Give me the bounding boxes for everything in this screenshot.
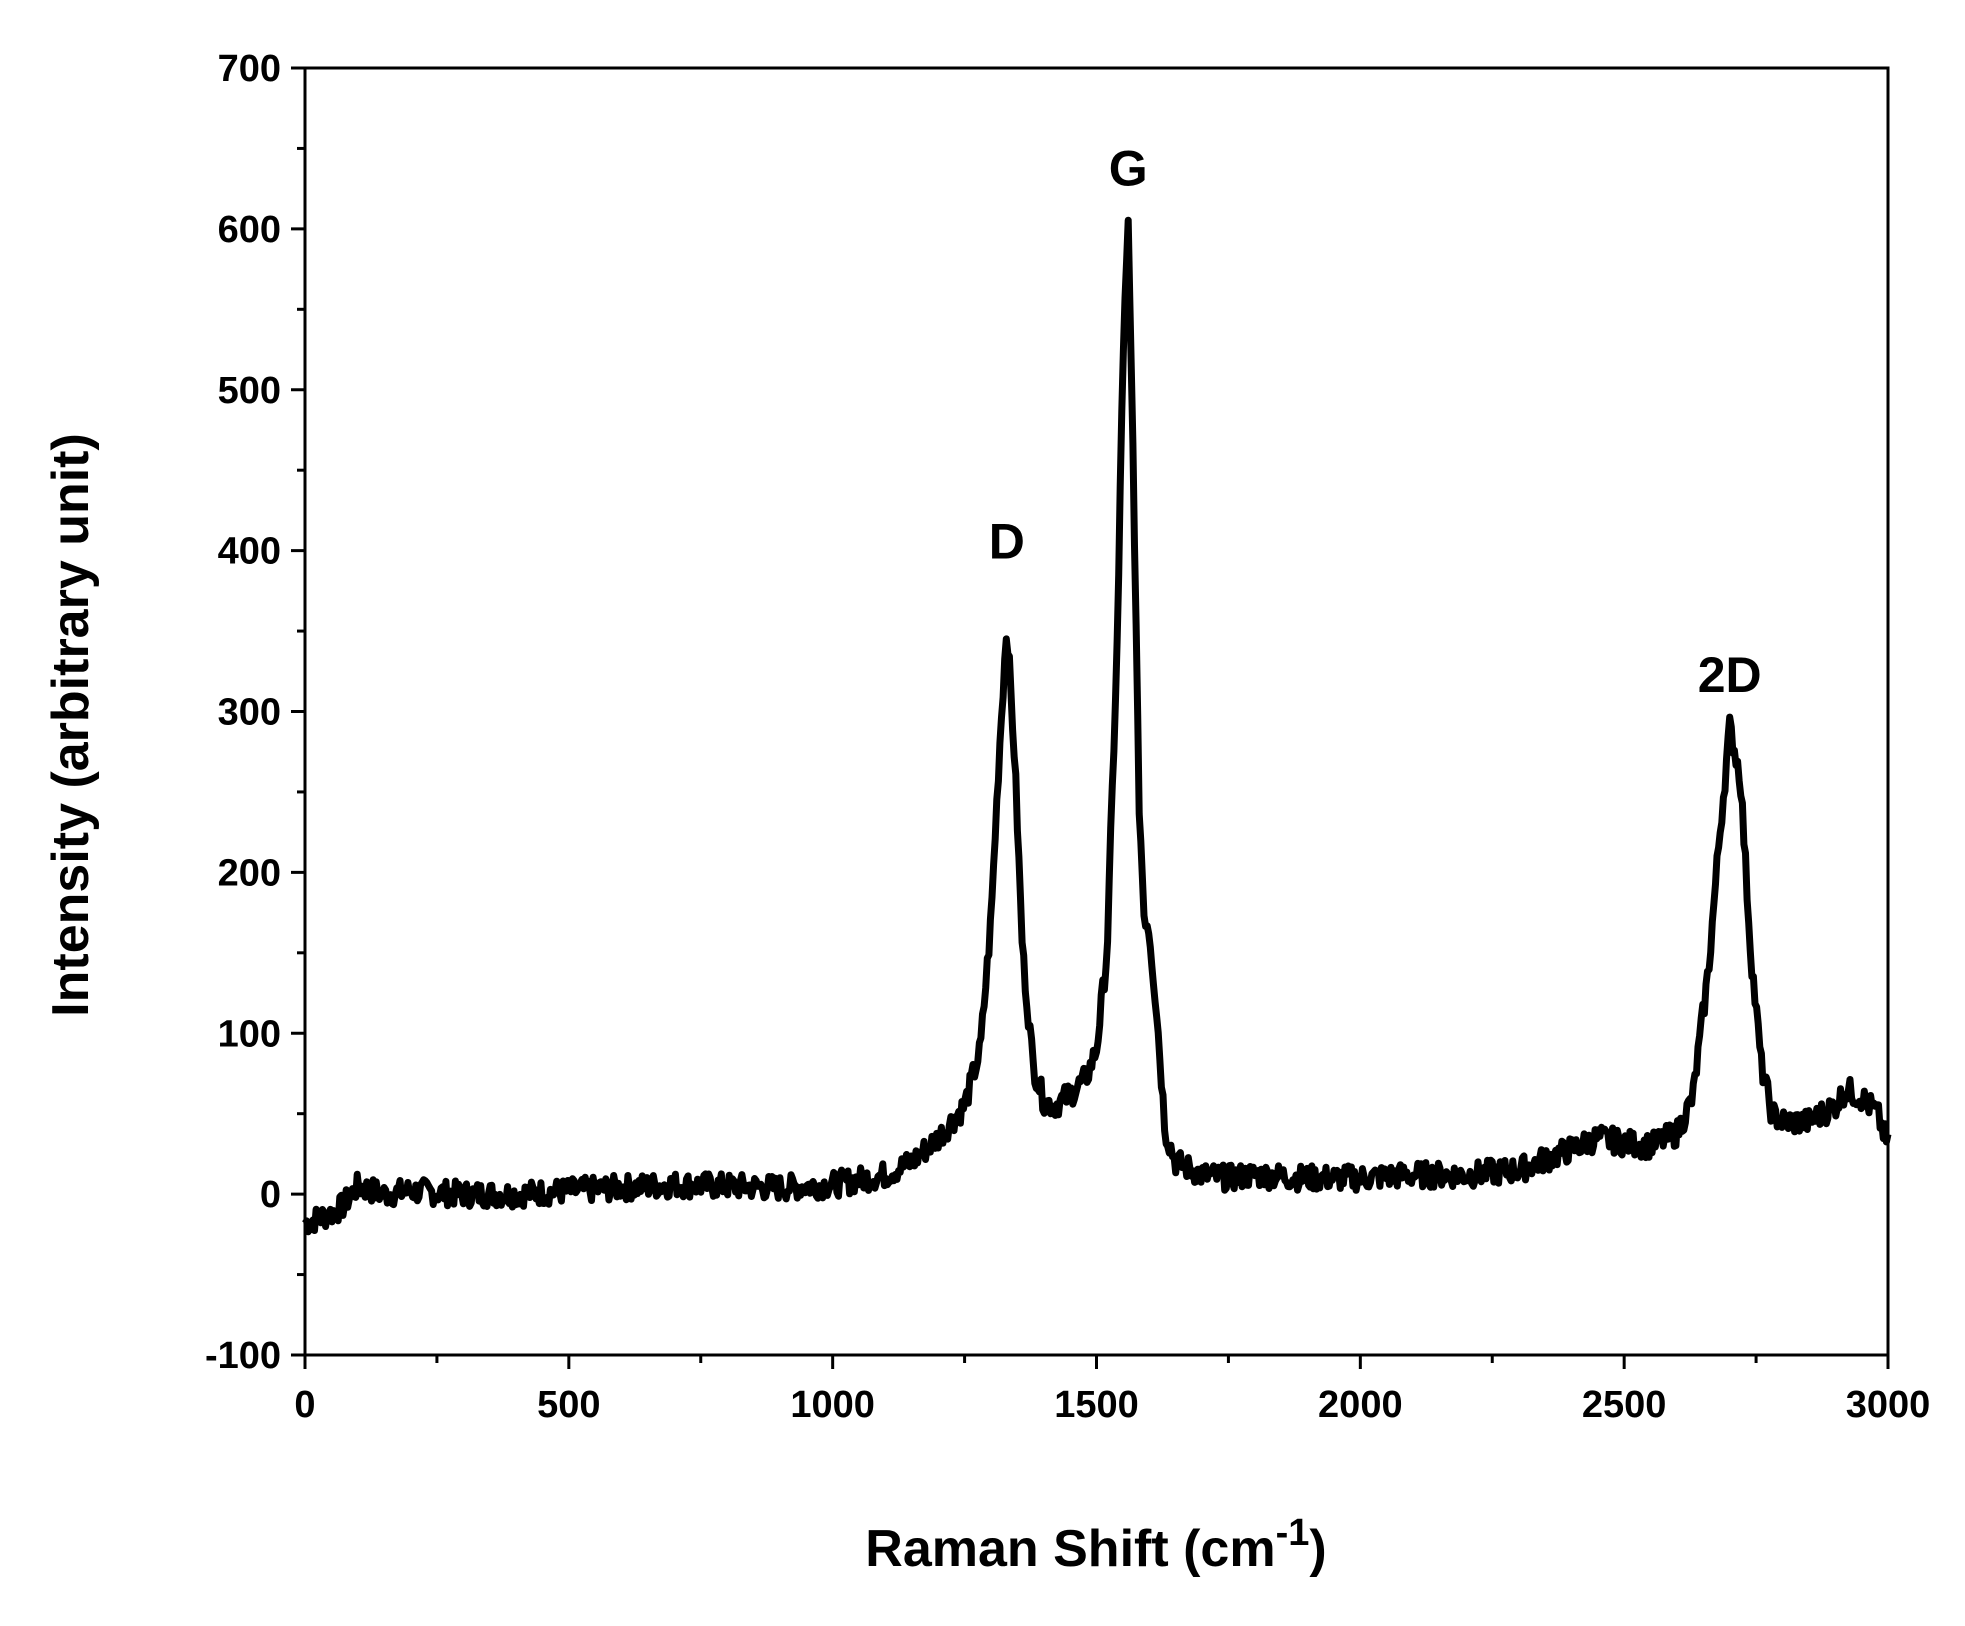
peak-label-2d: 2D [1698,647,1762,703]
y-tick-label: -100 [205,1335,281,1377]
x-tick-label: 1000 [790,1384,875,1426]
y-axis-title: Intensity (arbitrary unit) [42,433,100,1017]
y-tick-label: 400 [218,531,281,573]
y-tick-label: 200 [218,852,281,894]
spectrum-line [302,216,1892,1236]
y-tick-label: 300 [218,692,281,734]
peak-label-g: G [1109,140,1148,196]
y-axis-ticks: -100 0 100 200 300 400 500 600 700 [205,48,305,1377]
x-tick-label: 0 [294,1384,315,1426]
x-axis-ticks: 0 500 1000 1500 2000 2500 3000 [294,1355,1930,1426]
y-tick-label: 500 [218,370,281,412]
x-axis-title: Raman Shift (cm-1) [865,1512,1326,1578]
y-tick-label: 100 [218,1013,281,1055]
x-tick-label: 1500 [1054,1384,1139,1426]
peak-label-d: D [989,514,1025,570]
x-tick-label: 3000 [1846,1384,1931,1426]
x-tick-label: 2500 [1582,1384,1667,1426]
plot-frame [303,66,1890,1357]
peak-annotations: D G 2D [989,140,1762,703]
x-tick-label: 2000 [1318,1384,1403,1426]
y-tick-label: 600 [218,209,281,251]
plot-area [302,66,1892,1357]
y-tick-label: 700 [218,48,281,90]
y-tick-label: 0 [260,1174,281,1216]
x-tick-label: 500 [537,1384,600,1426]
